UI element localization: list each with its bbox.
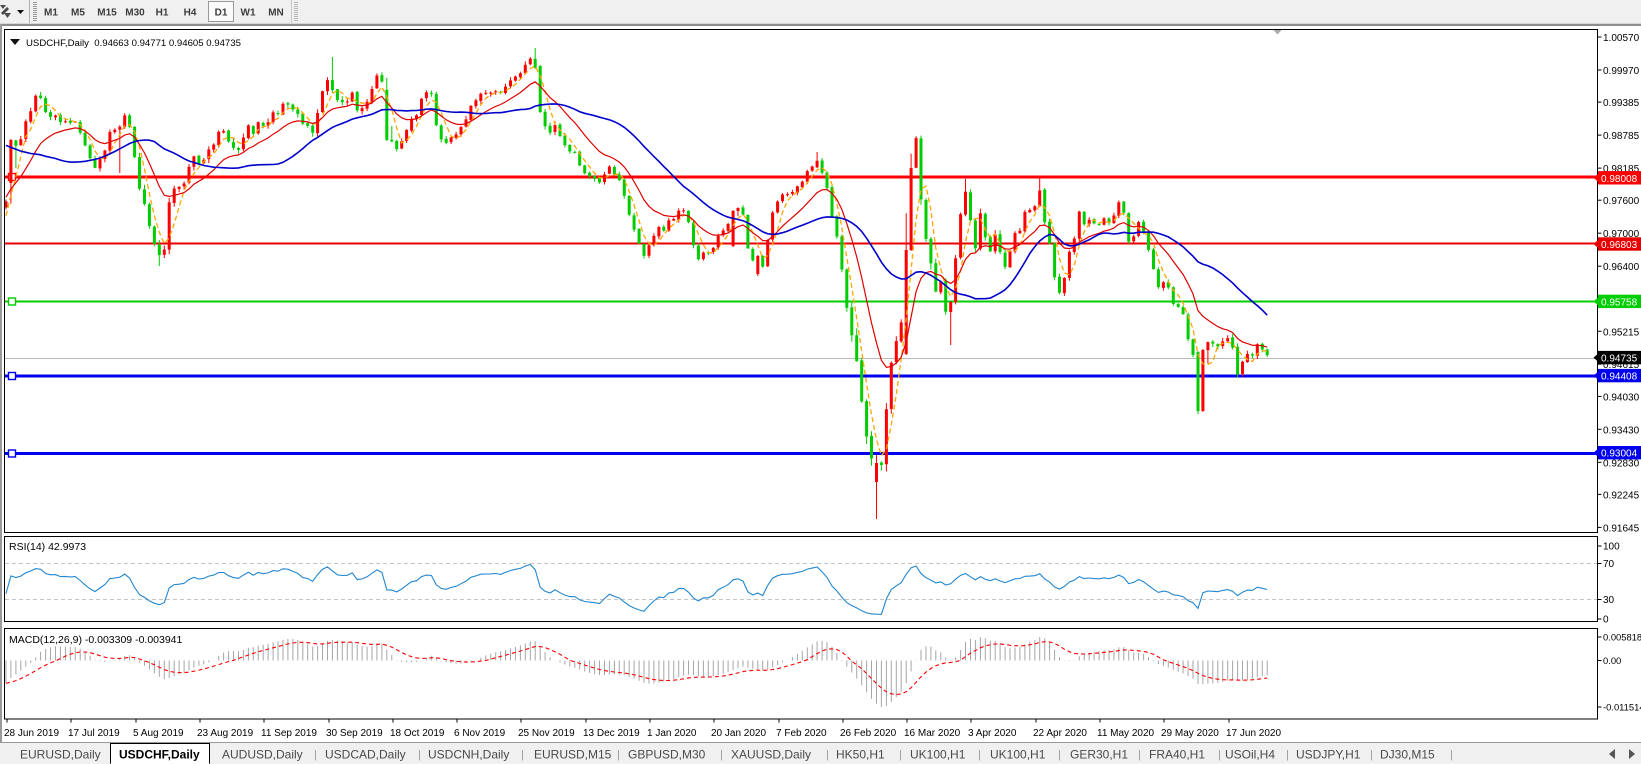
svg-text:RSI(14) 42.9973: RSI(14) 42.9973	[9, 541, 86, 553]
svg-text:3 Apr 2020: 3 Apr 2020	[968, 728, 1017, 739]
svg-text:UK100,H1: UK100,H1	[990, 748, 1046, 762]
svg-text:|: |	[521, 749, 524, 761]
svg-text:USDCAD,Daily: USDCAD,Daily	[325, 748, 406, 762]
svg-text:11 Sep 2019: 11 Sep 2019	[261, 728, 317, 739]
svg-text:USDCHF,Daily: USDCHF,Daily	[119, 748, 200, 762]
svg-text:|: |	[1450, 749, 1453, 761]
svg-text:UK100,H1: UK100,H1	[910, 748, 966, 762]
svg-text:|: |	[314, 749, 317, 761]
svg-text:0.97000: 0.97000	[1603, 229, 1640, 240]
svg-text:17 Jun 2020: 17 Jun 2020	[1226, 728, 1281, 739]
svg-text:FRA40,H1: FRA40,H1	[1149, 748, 1205, 762]
svg-text:USOil,H4: USOil,H4	[1225, 748, 1275, 762]
svg-text:MN: MN	[268, 8, 284, 19]
svg-text:|: |	[899, 749, 902, 761]
svg-text:0.92830: 0.92830	[1603, 458, 1640, 469]
svg-text:M1: M1	[44, 8, 58, 19]
svg-text:0.92245: 0.92245	[1603, 490, 1640, 501]
svg-text:25 Nov 2019: 25 Nov 2019	[518, 728, 575, 739]
svg-text:0.98008: 0.98008	[1601, 174, 1638, 185]
svg-text:|: |	[1218, 749, 1221, 761]
svg-text:0.005818: 0.005818	[1603, 632, 1641, 643]
svg-text:0.99385: 0.99385	[1603, 98, 1640, 109]
svg-text:0.98185: 0.98185	[1603, 164, 1640, 175]
svg-text:GER30,H1: GER30,H1	[1070, 748, 1128, 762]
svg-text:0.95215: 0.95215	[1603, 327, 1640, 338]
svg-text:M15: M15	[97, 8, 117, 19]
svg-text:|: |	[1286, 749, 1289, 761]
svg-text:0.96803: 0.96803	[1601, 240, 1638, 251]
svg-text:|: |	[978, 749, 981, 761]
svg-text:0: 0	[1603, 615, 1609, 626]
svg-text:20 Jan 2020: 20 Jan 2020	[711, 728, 766, 739]
svg-text:|: |	[826, 749, 829, 761]
svg-text:17 Jul 2019: 17 Jul 2019	[68, 728, 120, 739]
svg-text:0.93430: 0.93430	[1603, 425, 1640, 436]
svg-text:M5: M5	[71, 8, 85, 19]
svg-text:MACD(12,26,9) -0.003309 -0.003: MACD(12,26,9) -0.003309 -0.003941	[9, 634, 183, 646]
svg-text:USDJPY,H1: USDJPY,H1	[1296, 748, 1361, 762]
svg-text:|: |	[617, 749, 620, 761]
svg-text:|: |	[418, 749, 421, 761]
svg-text:0.00: 0.00	[1603, 655, 1621, 666]
svg-text:H4: H4	[184, 8, 197, 19]
svg-text:0.91645: 0.91645	[1603, 523, 1640, 534]
svg-text:1.00570: 1.00570	[1603, 33, 1640, 44]
svg-text:0.99970: 0.99970	[1603, 66, 1640, 77]
svg-text:0.97600: 0.97600	[1603, 196, 1640, 207]
svg-text:22 Apr 2020: 22 Apr 2020	[1033, 728, 1087, 739]
svg-text:AUDUSD,Daily: AUDUSD,Daily	[222, 748, 303, 762]
svg-text:23 Aug 2019: 23 Aug 2019	[197, 728, 254, 739]
svg-text:30: 30	[1603, 595, 1615, 606]
svg-text:W1: W1	[241, 8, 256, 19]
svg-text:29 May 2020: 29 May 2020	[1161, 728, 1219, 739]
svg-text:6 Nov 2019: 6 Nov 2019	[454, 728, 506, 739]
svg-text:28 Jun 2019: 28 Jun 2019	[4, 728, 59, 739]
svg-text:|: |	[1138, 749, 1141, 761]
svg-text:5 Aug 2019: 5 Aug 2019	[133, 728, 184, 739]
svg-text:13 Dec 2019: 13 Dec 2019	[583, 728, 640, 739]
svg-text:0.94735: 0.94735	[1601, 354, 1638, 365]
svg-text:H1: H1	[156, 8, 169, 19]
svg-text:0.96400: 0.96400	[1603, 262, 1640, 273]
svg-text:DJ30,M15: DJ30,M15	[1380, 748, 1435, 762]
svg-text:0.94615: 0.94615	[1603, 360, 1640, 371]
svg-text:GBPUSD,M30: GBPUSD,M30	[628, 748, 706, 762]
svg-text:XAUUSD,Daily: XAUUSD,Daily	[731, 748, 811, 762]
svg-text:0.95758: 0.95758	[1601, 297, 1638, 308]
svg-text:1 Jan 2020: 1 Jan 2020	[647, 728, 697, 739]
svg-text:0.94408: 0.94408	[1601, 372, 1638, 383]
svg-text:0.98785: 0.98785	[1603, 131, 1640, 142]
svg-text:70: 70	[1603, 559, 1615, 570]
svg-text:USDCHF,Daily 0.94663 0.94771: USDCHF,Daily 0.94663 0.94771 0.94605 0.9…	[26, 38, 241, 49]
svg-text:0.94030: 0.94030	[1603, 392, 1640, 403]
svg-text:7 Feb 2020: 7 Feb 2020	[776, 728, 827, 739]
svg-text:EURUSD,M15: EURUSD,M15	[534, 748, 612, 762]
svg-text:M30: M30	[125, 8, 145, 19]
svg-text:11 May 2020: 11 May 2020	[1097, 728, 1155, 739]
svg-text:-0.011514: -0.011514	[1603, 702, 1641, 713]
svg-text:USDCNH,Daily: USDCNH,Daily	[428, 748, 509, 762]
svg-text:|: |	[1058, 749, 1061, 761]
svg-text:EURUSD,Daily: EURUSD,Daily	[20, 748, 101, 762]
svg-text:0.93004: 0.93004	[1601, 449, 1638, 460]
svg-text:|: |	[720, 749, 723, 761]
svg-text:26 Feb 2020: 26 Feb 2020	[840, 728, 897, 739]
svg-text:30 Sep 2019: 30 Sep 2019	[326, 728, 383, 739]
svg-text:|: |	[1370, 749, 1373, 761]
svg-text:100: 100	[1603, 542, 1620, 553]
svg-text:16 Mar 2020: 16 Mar 2020	[904, 728, 961, 739]
svg-text:HK50,H1: HK50,H1	[836, 748, 885, 762]
svg-text:D1: D1	[215, 8, 228, 19]
svg-text:18 Oct 2019: 18 Oct 2019	[390, 728, 445, 739]
